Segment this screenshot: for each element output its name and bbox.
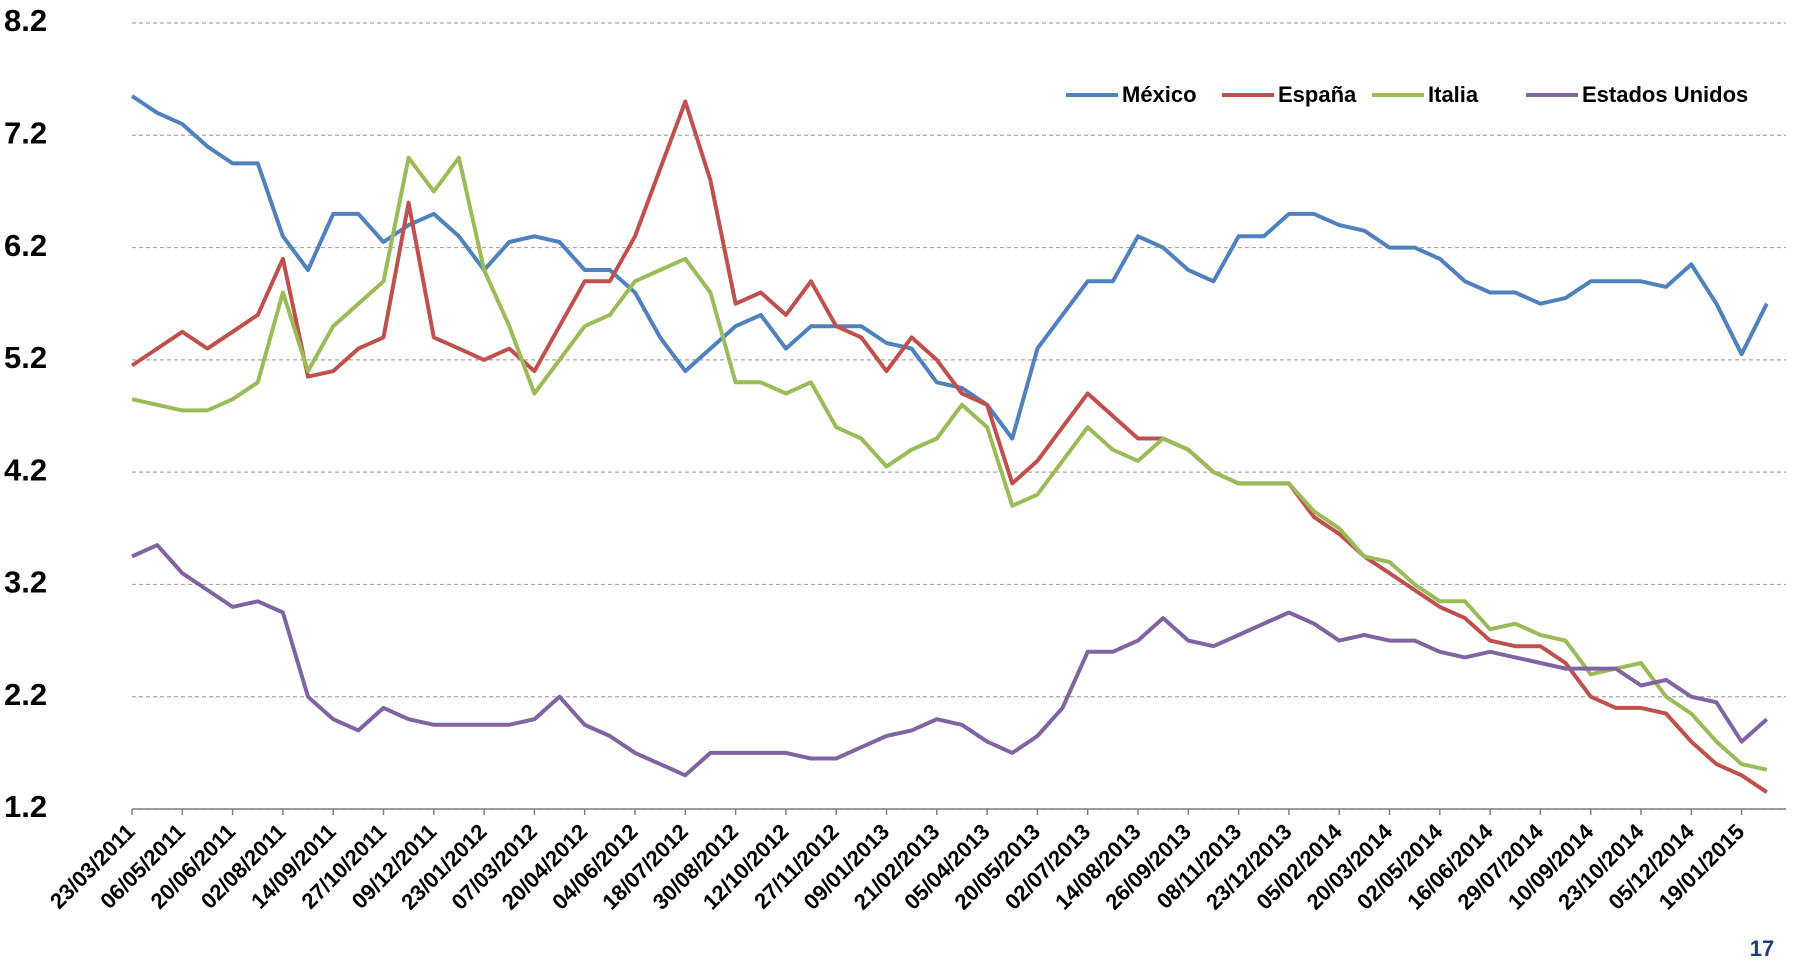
y-tick-label: 6.2 [4,228,47,263]
series-line [131,155,1768,772]
legend-label: México [1122,82,1197,107]
series-line [131,543,1769,778]
y-tick-label: 2.2 [4,677,47,712]
series-line [130,94,1769,441]
legend-label: Estados Unidos [1582,82,1748,107]
y-tick-label: 8.2 [4,3,47,38]
y-tick-label: 3.2 [4,565,47,600]
legend-label: Italia [1428,82,1479,107]
legend-label: España [1278,82,1357,107]
y-tick-label: 7.2 [4,115,47,150]
page-number: 17 [1750,936,1774,961]
y-tick-label: 5.2 [4,340,47,375]
y-tick-label: 4.2 [4,452,47,487]
series-line [130,99,1768,794]
y-tick-label: 1.2 [4,789,47,824]
